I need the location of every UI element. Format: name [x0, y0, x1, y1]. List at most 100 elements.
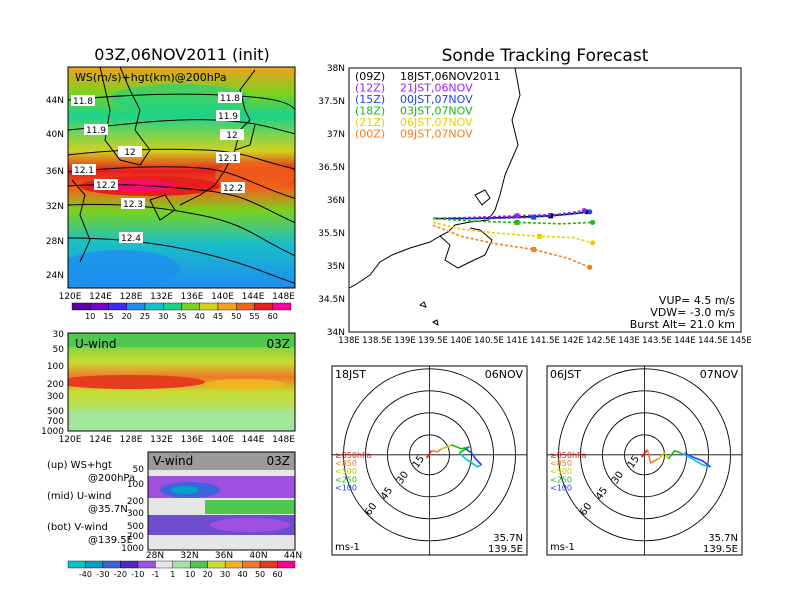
contour-label: 11.9	[218, 112, 238, 122]
hodograph-level: <250	[550, 475, 572, 484]
wind-colorbar-swatch	[120, 560, 139, 569]
map-lon-tick: 124E	[89, 292, 112, 302]
hodograph-trace	[431, 448, 442, 453]
wind-colorbar: -40 -30 -20 -10 -1 1 10 20 30 40 50 60	[67, 560, 296, 579]
tracking-lon-tick: 142E	[562, 336, 584, 346]
ws-colorbar: 10 15 20 25 30 35 40 45 50 55 60	[71, 302, 292, 321]
sonde-burst-marker	[536, 233, 542, 239]
tracking-lon-tick: 141.5E	[530, 336, 560, 346]
hodograph-level: ≥850hPa	[335, 451, 372, 460]
u-wind-lon-tick: 120E	[59, 435, 82, 445]
ws-colorbar-label: 50	[231, 312, 241, 321]
tracking-lat-tick: 35N	[327, 262, 345, 272]
tracking-tracks	[432, 208, 596, 270]
hodograph-trace	[646, 449, 659, 464]
contour-label: 11.8	[220, 94, 240, 104]
u-wind-lon-tick: 144E	[242, 435, 265, 445]
legend-line-2: @200hPa	[88, 473, 135, 484]
u-wind-p-tick: 30	[53, 330, 65, 340]
sonde-track	[432, 209, 585, 220]
sonde-landing-point	[587, 264, 593, 270]
v-wind-lat-tick: 36N	[215, 551, 233, 561]
ws-colorbar-label: 25	[140, 312, 150, 321]
ws-blob-low	[68, 250, 180, 286]
tracking-params: VUP= 4.5 m/s VDW= -3.0 m/s Burst Alt= 21…	[630, 294, 736, 331]
sonde-burst-marker	[531, 214, 537, 220]
contour-label: 12.4	[121, 234, 141, 244]
wind-colorbar-swatch	[67, 560, 86, 569]
hodograph-level: <850	[335, 459, 357, 468]
launch-code: (00Z)	[355, 128, 385, 141]
map-lat-tick: 36N	[46, 167, 64, 177]
u-wind-frame	[67, 332, 296, 432]
ws-colorbar-swatch	[126, 302, 146, 311]
v-wind-time: 03Z	[267, 454, 291, 468]
map-lat-tick: 32N	[46, 202, 64, 212]
tracking-lat-ticks: 38N 37.5N 37N 36.5N 36N 35.5N 35N 34.5N 34N	[318, 64, 345, 338]
map-lon-tick: 132E	[150, 292, 173, 302]
map-lon-tick: 144E	[242, 292, 265, 302]
launch-label: 06JST,07NOV	[400, 116, 473, 129]
launch-code: (09Z)	[355, 70, 385, 83]
contour-label-bg	[220, 129, 244, 140]
tracking-legend: (09Z) 18JST,06NOV2011 (12Z) 21JST,06NOV (15Z…	[355, 70, 501, 141]
wind-colorbar-label: 60	[272, 570, 282, 579]
ws-colorbar-swatch	[181, 302, 200, 311]
contour-label-bg	[94, 179, 118, 190]
tracking-lon-ticks: 138E 138.5E 139E 139.5E 140E 140.5E 141E 141.5E…	[338, 336, 752, 346]
u-wind-p-tick: 700	[47, 417, 64, 427]
wind-colorbar-label: 50	[255, 570, 265, 579]
v-wind-p-tick: 100	[127, 480, 144, 490]
launch-label: 00JST,07NOV	[400, 93, 473, 106]
wind-colorbar-swatch	[102, 560, 121, 569]
legend-line-6: @139.5E	[88, 535, 133, 546]
wind-colorbar-swatch	[85, 560, 104, 569]
ws-colorbar-label: 55	[249, 312, 259, 321]
map-lon-ticks: 120E 124E 128E 132E 136E 140E 144E 148E	[59, 292, 296, 302]
contour-label: 11.8	[73, 97, 93, 107]
hodograph-trace	[458, 452, 482, 468]
hodograph-level: ≥850hPa	[550, 451, 587, 460]
contour-label: 12	[124, 148, 135, 158]
wind-colorbar-label: 20	[203, 570, 213, 579]
tracking-lon-tick: 141E	[506, 336, 528, 346]
contour-label: 12.2	[96, 181, 116, 191]
hodograph-level: <850	[550, 459, 572, 468]
hodograph-trace	[425, 450, 433, 459]
contour-label-bg	[216, 152, 240, 163]
vup-param: VUP= 4.5 m/s	[659, 294, 735, 307]
ws-colorbar-label: 45	[213, 312, 223, 321]
sonde-landing-point	[587, 209, 593, 215]
sonde-burst-marker	[514, 213, 520, 219]
legend-line-3: (mid) U-wind	[47, 491, 111, 502]
hodograph-level: <100	[550, 484, 572, 493]
v-wind-p-tick: 50	[133, 465, 145, 475]
v-wind-label: V-wind	[153, 454, 193, 468]
contour-label-bg	[218, 92, 242, 103]
tracking-coastline	[349, 68, 521, 327]
hodograph-trace	[684, 452, 711, 468]
v-wind-p-tick: 700	[127, 532, 144, 542]
u-wind-lon-tick: 140E	[211, 435, 234, 445]
wind-colorbar-swatch	[207, 560, 226, 569]
tracking-lon-tick: 138E	[338, 336, 360, 346]
hodograph-trace	[465, 448, 483, 466]
u-wind-p-tick: 200	[47, 380, 64, 390]
map-lat-ticks: 44N 40N 36N 32N 28N 24N	[46, 96, 64, 281]
tracking-lat-tick: 36N	[327, 196, 345, 206]
ws-colorbar-label: 30	[158, 312, 168, 321]
map-frame	[67, 66, 296, 289]
burst-param: Burst Alt= 21.0 km	[630, 318, 735, 331]
u-wind-label: U-wind	[75, 337, 116, 351]
ws-blob-north	[110, 84, 250, 112]
wind-colorbar-label: -20	[114, 570, 127, 579]
hodograph-level: <100	[335, 484, 357, 493]
wind-colorbar-swatch	[155, 560, 173, 569]
wind-colorbar-label: -40	[79, 570, 92, 579]
launch-code: (15Z)	[355, 93, 385, 106]
left-legend: (up) WS+hgt @200hPa (mid) U-wind @35.7N …	[47, 460, 135, 546]
wind-colorbar-swatch	[277, 560, 296, 569]
